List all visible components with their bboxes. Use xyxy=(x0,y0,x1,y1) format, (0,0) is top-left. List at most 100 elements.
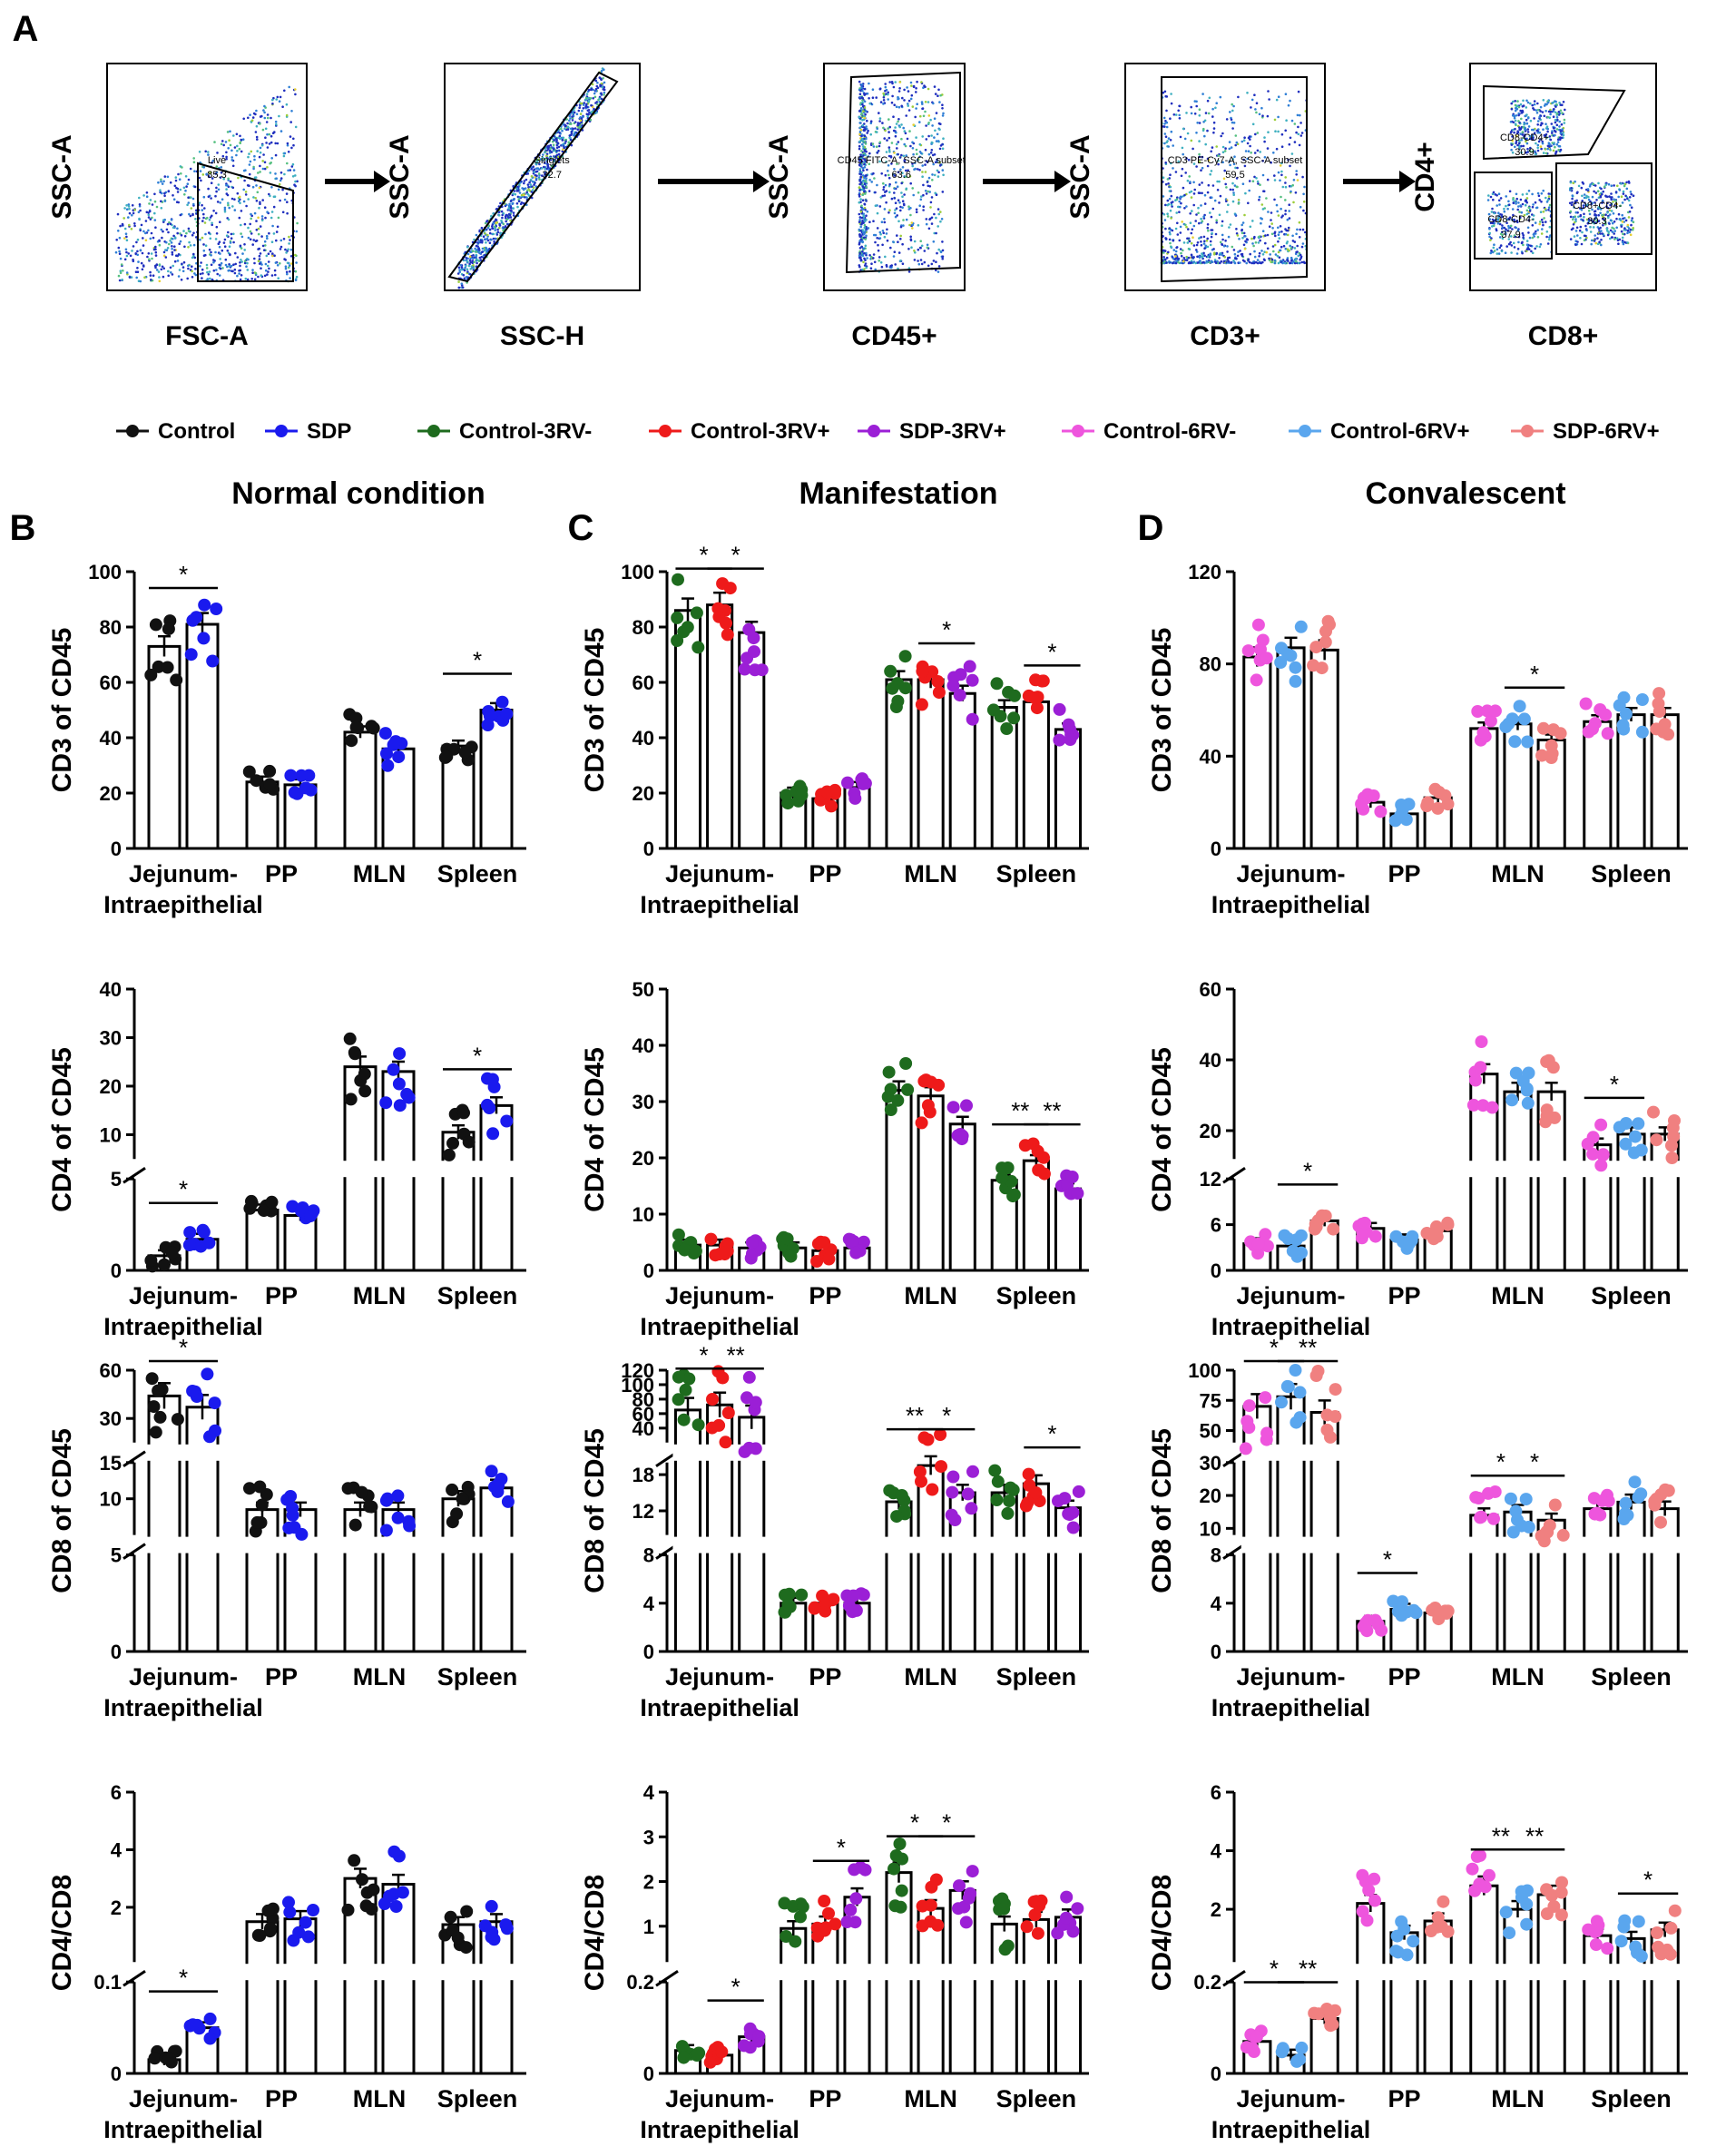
flow-event-dot xyxy=(1195,104,1198,108)
flow-event-dot xyxy=(150,231,153,235)
flow-event-dot xyxy=(878,160,881,163)
data-point xyxy=(1028,691,1041,704)
flow-event-dot xyxy=(170,271,172,274)
flow-event-dot xyxy=(915,87,917,90)
flow-event-dot xyxy=(864,238,867,240)
flow-event-dot xyxy=(1296,179,1299,181)
data-point xyxy=(198,598,211,612)
flow-event-dot xyxy=(926,181,929,183)
flow-event-dot xyxy=(1563,118,1566,122)
flow-arrow-head xyxy=(374,171,390,192)
flow-event-dot xyxy=(1229,223,1232,226)
flow-event-dot xyxy=(1585,194,1588,198)
flow-event-dot xyxy=(124,232,128,236)
flow-event-dot xyxy=(267,260,270,263)
flow-event-dot xyxy=(1613,232,1615,235)
flow-event-dot xyxy=(1256,261,1260,265)
bar-group xyxy=(1469,704,1502,848)
flow-event-dot xyxy=(169,240,172,242)
flow-event-dot xyxy=(275,177,279,180)
flow-event-dot xyxy=(239,269,242,272)
flow-event-dot xyxy=(884,129,887,132)
flow-x-label: FSC-A xyxy=(165,321,249,351)
flow-event-dot xyxy=(1303,185,1306,189)
flow-event-dot xyxy=(473,238,476,241)
flow-event-dot xyxy=(905,154,907,157)
flow-event-dot xyxy=(874,240,877,244)
flow-event-dot xyxy=(1537,194,1541,198)
flow-event-dot xyxy=(1201,93,1204,95)
flow-event-dot xyxy=(1604,194,1607,198)
flow-event-dot xyxy=(127,203,131,206)
flow-event-dot xyxy=(1178,113,1181,117)
flow-event-dot xyxy=(1491,250,1495,254)
flow-event-dot xyxy=(515,202,519,205)
legend-item-5: SDP-3RV+ xyxy=(858,419,1006,444)
x-tick-label: PP xyxy=(1388,860,1420,887)
flow-event-dot xyxy=(1249,144,1251,148)
data-point xyxy=(990,677,1004,691)
flow-event-dot xyxy=(254,197,258,200)
flow-event-dot xyxy=(172,264,174,268)
flow-event-dot xyxy=(1190,231,1193,235)
flow-event-dot xyxy=(858,80,861,83)
flow-event-dot xyxy=(1290,261,1294,265)
flow-event-dot xyxy=(1274,234,1277,238)
flow-event-dot xyxy=(173,249,176,251)
flow-event-dot xyxy=(209,237,212,240)
flow-event-dot xyxy=(246,258,249,260)
flow-event-dot xyxy=(161,182,164,185)
flow-event-dot xyxy=(885,201,888,204)
column-title-d: Convalescent xyxy=(1365,476,1565,511)
bar-group xyxy=(1241,618,1273,848)
flow-event-dot xyxy=(872,220,875,222)
flow-event-dot xyxy=(242,117,246,121)
flow-event-dot xyxy=(561,139,564,142)
flow-event-dot xyxy=(472,254,475,257)
flow-event-dot xyxy=(1289,244,1291,248)
flow-event-dot xyxy=(1217,159,1220,162)
flow-event-dot xyxy=(911,223,914,227)
flow-event-dot xyxy=(215,190,218,193)
flow-event-dot xyxy=(1521,231,1525,235)
flow-event-dot xyxy=(589,97,593,100)
flow-event-dot xyxy=(1577,215,1580,219)
flow-event-dot xyxy=(895,142,898,146)
flow-event-dot xyxy=(1591,195,1594,199)
flow-event-dot xyxy=(233,198,236,201)
flow-event-dot xyxy=(1525,209,1529,212)
flow-event-dot xyxy=(595,90,598,93)
flow-event-dot xyxy=(1536,229,1539,231)
data-point xyxy=(1508,735,1522,749)
flow-event-dot xyxy=(259,164,261,168)
flow-event-dot xyxy=(1542,211,1545,213)
flow-event-dot xyxy=(211,159,215,162)
flow-event-dot xyxy=(512,214,515,217)
flow-event-dot xyxy=(1280,145,1284,148)
flow-event-dot xyxy=(522,188,525,191)
flow-event-dot xyxy=(1201,166,1204,170)
flow-event-dot xyxy=(1167,182,1170,185)
flow-event-dot xyxy=(481,247,485,250)
flow-event-dot xyxy=(882,231,885,235)
flow-event-dot xyxy=(185,185,188,188)
flow-event-dot xyxy=(1295,173,1298,176)
flow-event-dot xyxy=(505,218,509,220)
flow-event-dot xyxy=(1187,228,1190,230)
flow-event-dot xyxy=(526,183,530,186)
flow-event-dot xyxy=(592,97,594,100)
flow-event-dot xyxy=(1236,166,1239,170)
flow-event-dot xyxy=(1497,199,1501,202)
flow-event-dot xyxy=(865,253,868,257)
flow-event-dot xyxy=(553,149,555,152)
bar-group xyxy=(144,614,183,848)
flow-event-dot xyxy=(1179,195,1182,199)
flow-event-dot xyxy=(920,195,923,198)
flow-event-dot xyxy=(543,165,545,169)
flow-event-dot xyxy=(938,128,941,131)
flow-event-dot xyxy=(858,212,861,216)
flow-event-dot xyxy=(1261,114,1264,117)
flow-event-dot xyxy=(1270,211,1273,214)
flow-event-dot xyxy=(1298,143,1301,147)
flow-event-dot xyxy=(1182,257,1186,260)
